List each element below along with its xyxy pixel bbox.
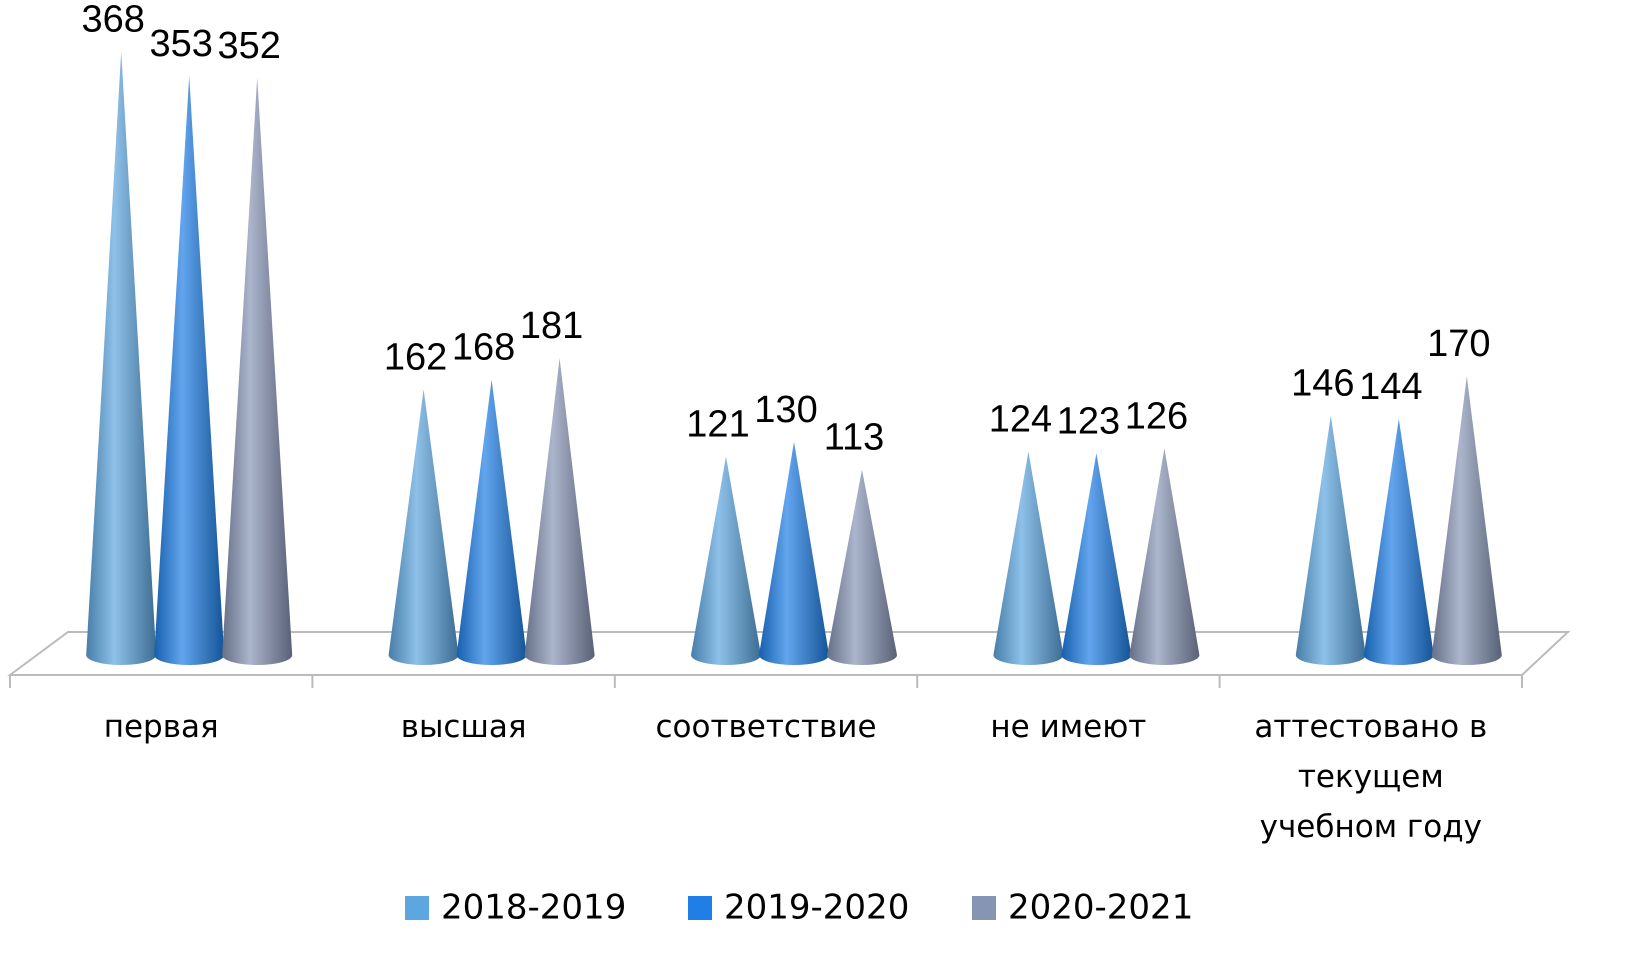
data-label: 170 xyxy=(1427,323,1490,365)
data-label: 181 xyxy=(520,305,583,347)
cone xyxy=(691,456,761,665)
cone xyxy=(827,469,897,665)
cone xyxy=(388,389,459,665)
cone xyxy=(1129,448,1200,665)
cone xyxy=(1061,453,1132,665)
data-label: 146 xyxy=(1291,363,1354,405)
data-label: 126 xyxy=(1125,395,1188,437)
data-label: 168 xyxy=(452,327,515,369)
x-tick-label: первая xyxy=(103,709,219,745)
cone xyxy=(524,358,595,665)
legend-label: 2020-2021 xyxy=(1008,888,1193,928)
x-tick-label: не имеют xyxy=(990,709,1147,745)
cone xyxy=(222,77,293,666)
x-tick-label: аттестовано в текущем учебном году xyxy=(1254,709,1488,845)
legend-label: 2019-2020 xyxy=(724,888,909,928)
data-label: 121 xyxy=(686,404,749,446)
x-tick-label: высшая xyxy=(400,709,527,745)
legend-swatch xyxy=(972,896,996,920)
legend-label: 2018-2019 xyxy=(441,888,626,928)
data-label: 124 xyxy=(989,399,1052,441)
x-tick-label: соответствие xyxy=(655,709,877,745)
data-label: 113 xyxy=(824,417,885,459)
data-label: 353 xyxy=(149,23,212,65)
cone xyxy=(86,51,157,666)
legend-swatch xyxy=(688,896,712,920)
data-label: 162 xyxy=(384,336,447,378)
cone xyxy=(154,76,225,665)
cone xyxy=(1363,418,1434,665)
cone xyxy=(1295,415,1366,665)
data-label: 123 xyxy=(1057,400,1120,442)
data-label: 144 xyxy=(1359,366,1422,408)
cone xyxy=(759,441,829,665)
data-label: 368 xyxy=(81,0,144,41)
data-label: 352 xyxy=(217,25,280,67)
cone xyxy=(456,379,527,665)
cone xyxy=(1431,376,1502,665)
legend-swatch xyxy=(405,896,429,920)
cone xyxy=(993,451,1064,665)
data-label: 130 xyxy=(754,389,817,431)
